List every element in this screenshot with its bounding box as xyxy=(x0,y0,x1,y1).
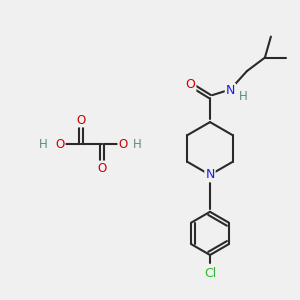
Text: O: O xyxy=(56,137,64,151)
Text: N: N xyxy=(205,168,215,182)
Text: O: O xyxy=(98,161,106,175)
Text: H: H xyxy=(39,137,48,151)
Text: H: H xyxy=(238,89,247,103)
Text: H: H xyxy=(132,137,141,151)
Text: O: O xyxy=(76,113,85,127)
Text: N: N xyxy=(226,84,235,97)
Text: O: O xyxy=(186,78,195,91)
Text: O: O xyxy=(118,137,127,151)
Text: Cl: Cl xyxy=(204,267,216,280)
